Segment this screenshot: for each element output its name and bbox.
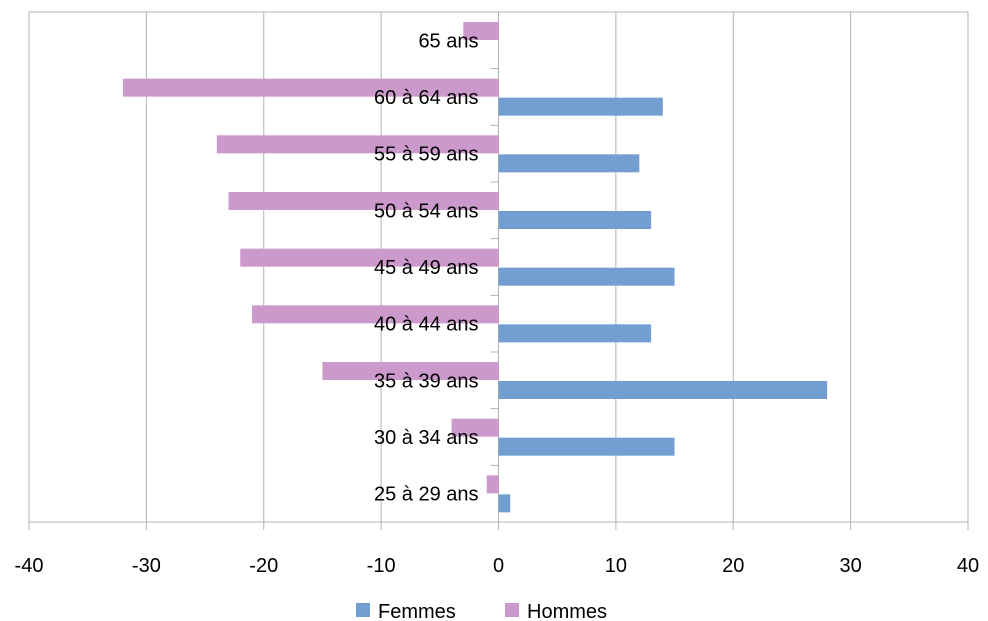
legend-swatch-hommes: [505, 603, 519, 617]
bar-femmes-2: [498, 381, 828, 399]
bar-hommes-5: [228, 192, 499, 210]
category-label-3: 40 à 44 ans: [374, 314, 479, 336]
legend-label-hommes: Hommes: [527, 601, 607, 621]
legend-label-femmes: Femmes: [378, 601, 456, 621]
category-label-5: 50 à 54 ans: [374, 200, 479, 222]
x-tick-label-7: 30: [840, 555, 862, 577]
x-tick-label-0: -40: [15, 555, 44, 577]
x-axis: -40 -30 -20 -10 0 10 20 30 40: [15, 11, 979, 577]
bar-femmes-4: [498, 267, 675, 286]
category-label-1: 30 à 34 ans: [374, 427, 479, 449]
bar-hommes-1: [451, 418, 499, 437]
category-label-0: 25 à 29 ans: [374, 484, 479, 506]
x-tick-label-6: 20: [722, 555, 744, 577]
x-tick-label-3: -10: [367, 555, 396, 577]
category-label-4: 45 à 49 ans: [374, 257, 479, 279]
bar-hommes-4: [240, 248, 499, 267]
x-tick-label-2: -20: [249, 555, 278, 577]
category-label-8: 65 ans: [418, 30, 478, 52]
bar-femmes-1: [498, 437, 675, 456]
category-label-7: 60 à 64 ans: [374, 87, 479, 109]
bar-femmes-7: [498, 97, 663, 116]
bar-hommes-2: [322, 362, 499, 380]
bar-femmes-3: [498, 324, 652, 343]
bar-femmes-6: [498, 154, 640, 173]
x-tick-label-1: -30: [132, 555, 161, 577]
bar-hommes-3: [252, 305, 499, 324]
x-tick-label-4: 0: [493, 555, 504, 577]
legend-swatch-femmes: [356, 603, 370, 617]
bar-series: [122, 22, 828, 513]
bar-hommes-8: [463, 22, 499, 40]
bar-femmes-0: [498, 494, 511, 513]
x-tick-label-8: 40: [957, 555, 979, 577]
category-label-6: 55 à 59 ans: [374, 144, 479, 166]
bar-hommes-7: [122, 78, 499, 97]
bar-hommes-6: [216, 135, 499, 154]
bar-hommes-0: [486, 475, 499, 494]
x-tick-label-5: 10: [605, 555, 627, 577]
legend: Femmes Hommes: [356, 601, 607, 621]
bar-femmes-5: [498, 211, 652, 229]
category-label-2: 35 à 39 ans: [374, 370, 479, 392]
category-labels: 25 à 29 ans 30 à 34 ans 35 à 39 ans 40 à 44…: [374, 30, 479, 505]
